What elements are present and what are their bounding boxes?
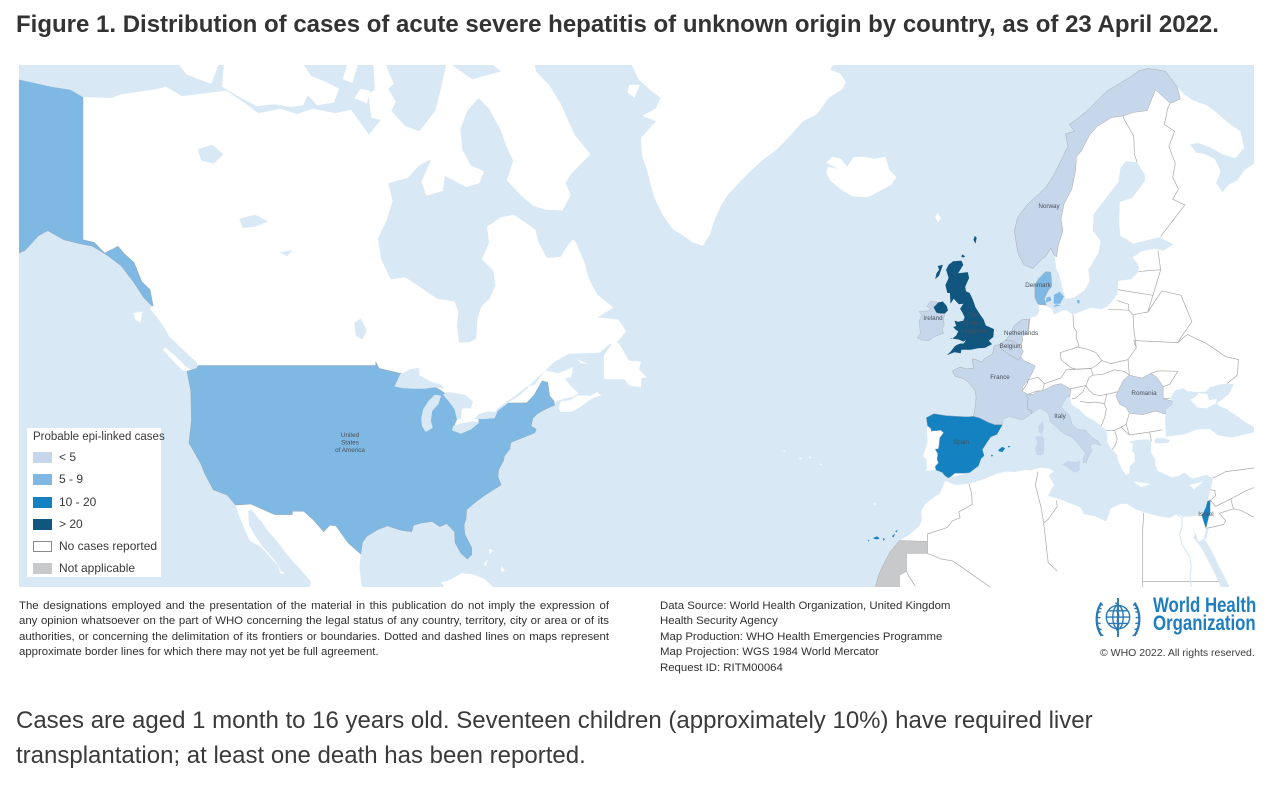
svg-text:Israel: Israel [1198,511,1213,518]
svg-text:States: States [341,440,359,447]
svg-text:of America: of America [335,447,365,454]
svg-text:Netherlands: Netherlands [1004,330,1038,337]
svg-text:United: United [341,432,360,439]
svg-text:Italy: Italy [1054,413,1066,420]
svg-text:France: France [990,374,1010,381]
svg-text:Norway: Norway [1038,203,1060,210]
svg-text:Spain: Spain [953,439,970,446]
svg-text:Romania: Romania [1131,390,1157,397]
svg-text:Ireland: Ireland [923,315,943,322]
svg-text:United: United [964,320,983,327]
svg-text:Kingdom: Kingdom [961,328,986,335]
svg-text:The: The [968,312,979,319]
svg-text:Belgium: Belgium [1000,343,1023,350]
svg-text:Denmark: Denmark [1025,282,1051,289]
